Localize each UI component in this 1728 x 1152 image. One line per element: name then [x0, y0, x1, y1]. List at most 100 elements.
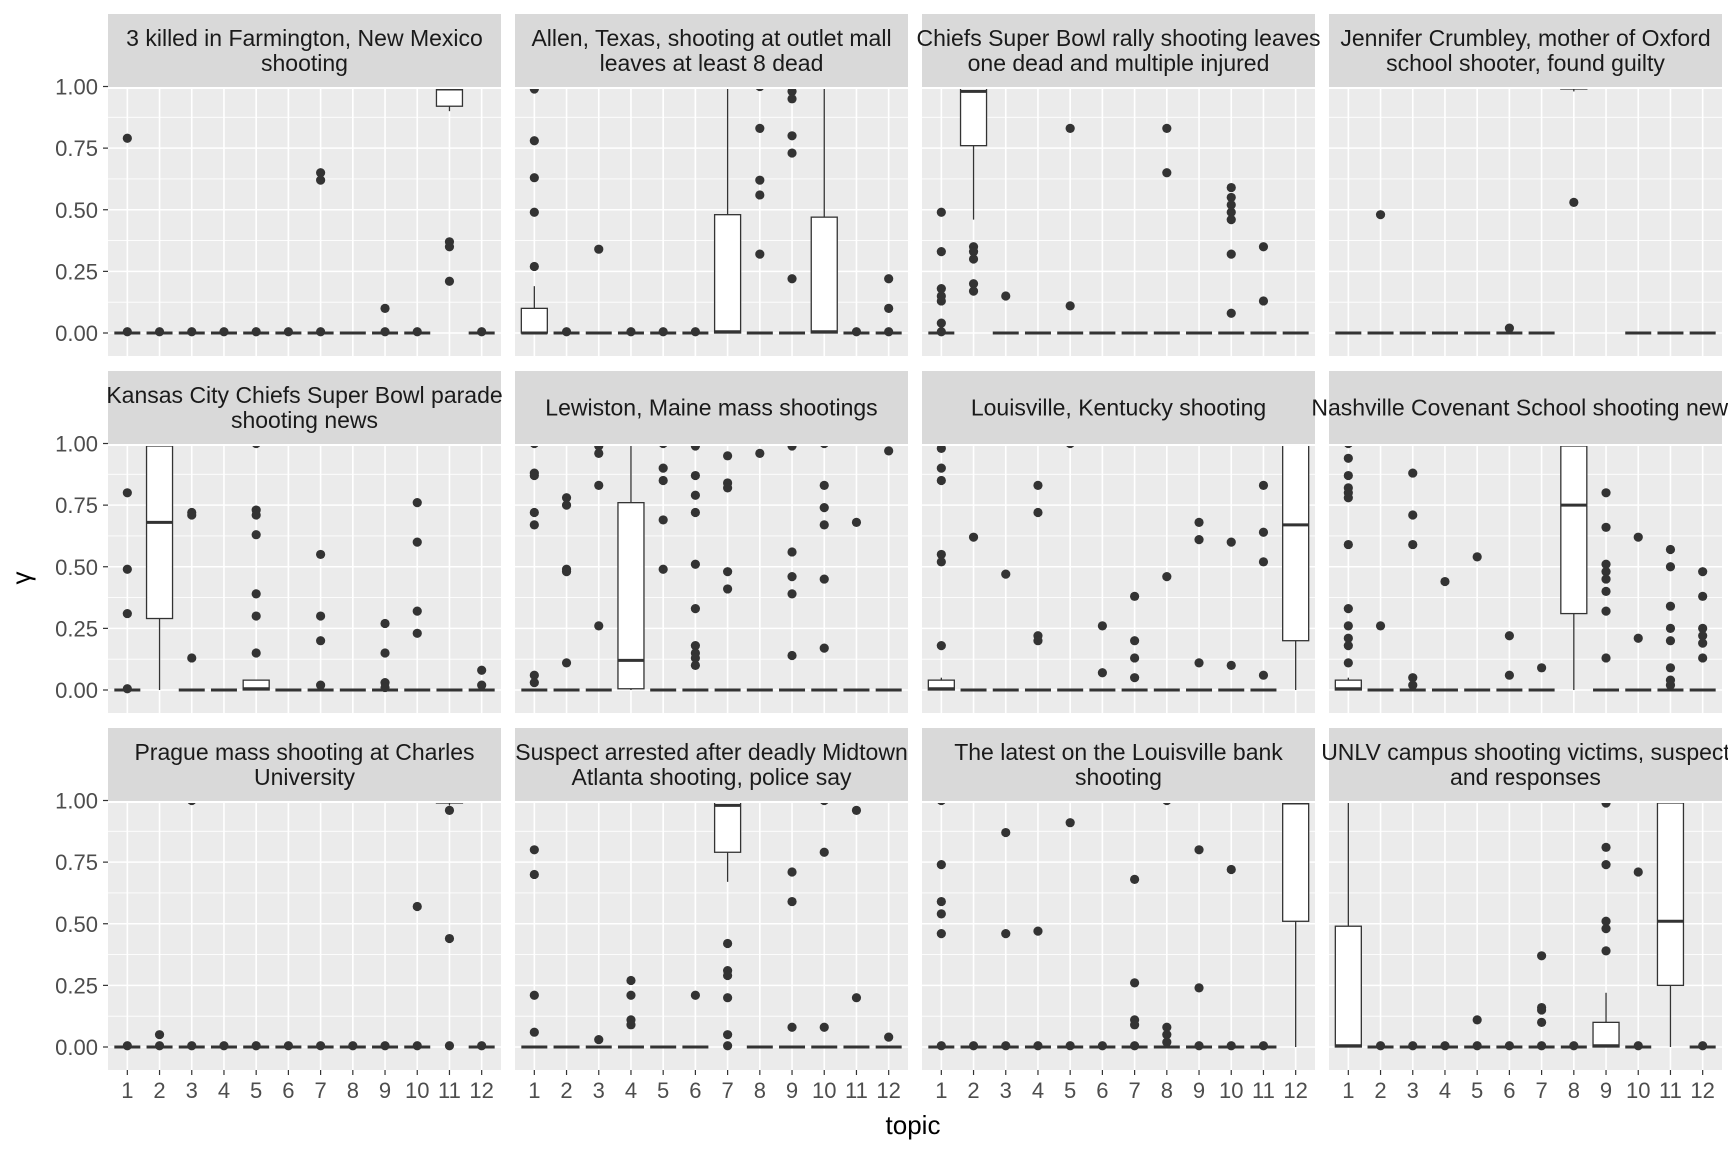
outlier-point	[1130, 653, 1140, 663]
outlier-point	[968, 247, 979, 257]
outlier-point	[412, 327, 422, 337]
box-topic-4	[617, 975, 644, 1049]
outlier-point	[251, 589, 261, 599]
outlier-point	[755, 448, 765, 458]
box-topic-7	[713, 803, 742, 1051]
facet-title: The latest on the Louisville bank	[954, 739, 1283, 765]
outlier-point	[787, 896, 797, 907]
x-tick-label: 12	[1283, 1078, 1307, 1103]
grid	[1329, 89, 1722, 356]
outlier-point	[1375, 210, 1386, 220]
outlier-point	[1097, 668, 1107, 678]
outlier-point	[1194, 517, 1204, 527]
outlier-point	[1601, 586, 1611, 597]
outlier-point	[968, 1041, 979, 1051]
box-topic-8	[1153, 803, 1180, 1049]
outlier-point	[1065, 818, 1075, 828]
box-topic-3	[178, 507, 205, 692]
x-tick-label: 2	[1374, 1078, 1386, 1103]
box-topic-10	[1218, 864, 1245, 1051]
outlier-point	[787, 867, 797, 877]
outlier-point	[1194, 983, 1204, 993]
y-tick-label: 0.75	[55, 493, 98, 518]
box-topic-9	[779, 446, 806, 692]
y-tick-label: 1.00	[55, 789, 98, 814]
facet-title: leaves at least 8 dead	[600, 50, 824, 76]
box-topic-3	[1399, 1041, 1426, 1051]
box-topic-1	[521, 446, 548, 692]
outlier-point	[1343, 539, 1353, 550]
box-topic-10	[810, 89, 838, 334]
outlier-point	[529, 173, 539, 183]
outlier-point	[187, 653, 197, 663]
box-topic-2	[146, 1030, 173, 1051]
outlier-point	[1601, 574, 1611, 584]
box-topic-11	[843, 805, 870, 1049]
outlier-point	[316, 327, 326, 337]
outlier-point	[1226, 207, 1236, 217]
outlier-point	[659, 446, 668, 449]
outlier-point	[529, 678, 539, 688]
box-iqr	[1592, 1021, 1620, 1048]
outlier-point	[820, 803, 829, 806]
outlier-point	[1633, 1041, 1643, 1051]
box-topic-12	[1282, 446, 1310, 690]
outlier-point	[529, 207, 539, 217]
outlier-point	[1343, 658, 1353, 668]
box-topic-4	[1024, 480, 1051, 692]
x-tick-label: 5	[1064, 1078, 1076, 1103]
panel-background	[515, 89, 908, 356]
facet-strip	[922, 14, 1315, 87]
outlier-point	[1537, 1041, 1547, 1051]
outlier-point	[1130, 591, 1140, 601]
facet-title: Atlanta shooting, police say	[571, 764, 852, 790]
outlier-point	[819, 847, 829, 857]
outlier-point	[444, 276, 455, 286]
outlier-point	[787, 547, 797, 557]
outlier-point	[1258, 480, 1269, 491]
panel-background	[1329, 89, 1722, 356]
box-topic-3	[992, 827, 1019, 1051]
outlier-point	[819, 643, 829, 653]
box-topic-9	[1186, 845, 1213, 1051]
outlier-point	[529, 136, 539, 146]
box-topic-7	[307, 549, 334, 692]
box-topic-11	[843, 327, 870, 337]
outlier-point	[936, 549, 946, 560]
outlier-point	[1343, 470, 1353, 481]
grid	[108, 803, 501, 1070]
x-tick-label: 11	[438, 1078, 461, 1103]
outlier-point	[187, 803, 196, 806]
box-topic-11	[1250, 480, 1277, 692]
outlier-point	[936, 327, 946, 337]
outlier-point	[529, 670, 539, 680]
box-topic-10	[404, 498, 431, 692]
boxplot-marks	[114, 446, 495, 694]
box-topic-2	[1367, 210, 1394, 335]
outlier-point	[1226, 192, 1236, 203]
box-topic-5	[242, 446, 270, 691]
outlier-point	[1033, 1041, 1043, 1051]
outlier-point	[477, 665, 487, 675]
box-topic-2	[959, 89, 988, 296]
facet-strip	[515, 371, 908, 444]
outlier-point	[884, 327, 894, 337]
box-topic-1	[521, 845, 548, 1049]
outlier-point	[1162, 803, 1171, 806]
facet-title: Chiefs Super Bowl rally shooting leaves	[917, 25, 1321, 51]
box-topic-12	[468, 665, 495, 692]
x-tick-label: 5	[250, 1078, 262, 1103]
outlier-point	[283, 327, 293, 337]
outlier-point	[187, 1041, 197, 1051]
outlier-point	[1472, 1015, 1482, 1025]
x-tick-label: 11	[1252, 1078, 1275, 1103]
outlier-point	[1194, 845, 1204, 855]
y-tick-label: 0.00	[55, 678, 98, 703]
outlier-point	[380, 1041, 390, 1051]
outlier-point	[1665, 544, 1676, 555]
x-tick-label: 10	[405, 1078, 429, 1103]
box-topic-6	[682, 446, 709, 692]
box-topic-6	[275, 327, 302, 337]
outlier-point	[1633, 867, 1643, 877]
